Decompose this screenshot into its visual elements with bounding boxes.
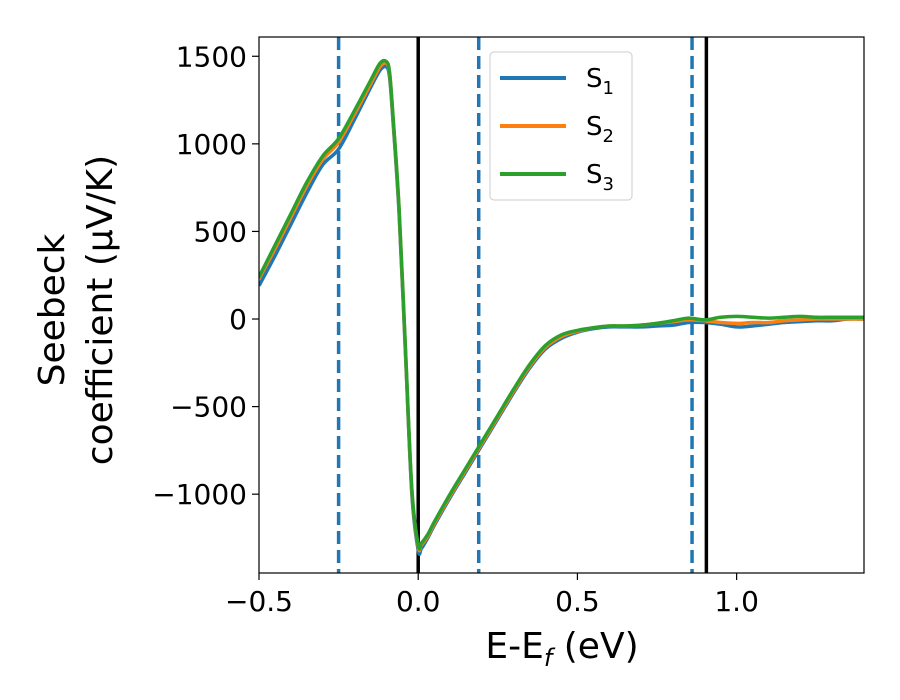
y-tick-label: 1500 [176, 40, 247, 73]
series-line-s3 [259, 58, 864, 551]
legend-label-sub: 3 [603, 174, 614, 195]
reference-lines [336, 37, 709, 573]
series-lines [259, 58, 864, 556]
x-axis: −0.5 0.0 0.5 1.0 [225, 573, 759, 618]
legend-label-main: S [586, 112, 603, 142]
x-axis-label: E-Ef (eV) [485, 626, 638, 672]
y-tick-label: 0 [229, 303, 247, 336]
x-tick-label: −0.5 [225, 585, 293, 618]
x-axis-label-main: E-E [485, 626, 543, 667]
y-tick-label: −500 [170, 391, 247, 424]
y-axis: 1500 1000 500 0 −500 −1000 [152, 40, 259, 511]
y-tick-label: 1000 [176, 128, 247, 161]
y-tick-label: 500 [194, 215, 247, 248]
legend-label-s3: S3 [586, 160, 614, 195]
x-tick-label: 1.0 [714, 585, 759, 618]
y-axis-label-line2: coefficient (μV/K) [80, 155, 121, 465]
y-tick-label: −1000 [152, 478, 247, 511]
plot-frame [258, 36, 865, 574]
x-axis-label-tail: (eV) [552, 626, 638, 667]
x-tick-label: 0.0 [396, 585, 441, 618]
legend-label-s1: S1 [586, 64, 614, 99]
legend-label-s2: S2 [586, 112, 614, 147]
legend-label-sub: 1 [603, 78, 614, 99]
x-tick-label: 0.5 [555, 585, 600, 618]
legend-label-main: S [586, 160, 603, 190]
legend-label-main: S [586, 64, 603, 94]
legend-label-sub: 2 [603, 126, 614, 147]
y-axis-label-line1: Seebeck [32, 233, 73, 386]
